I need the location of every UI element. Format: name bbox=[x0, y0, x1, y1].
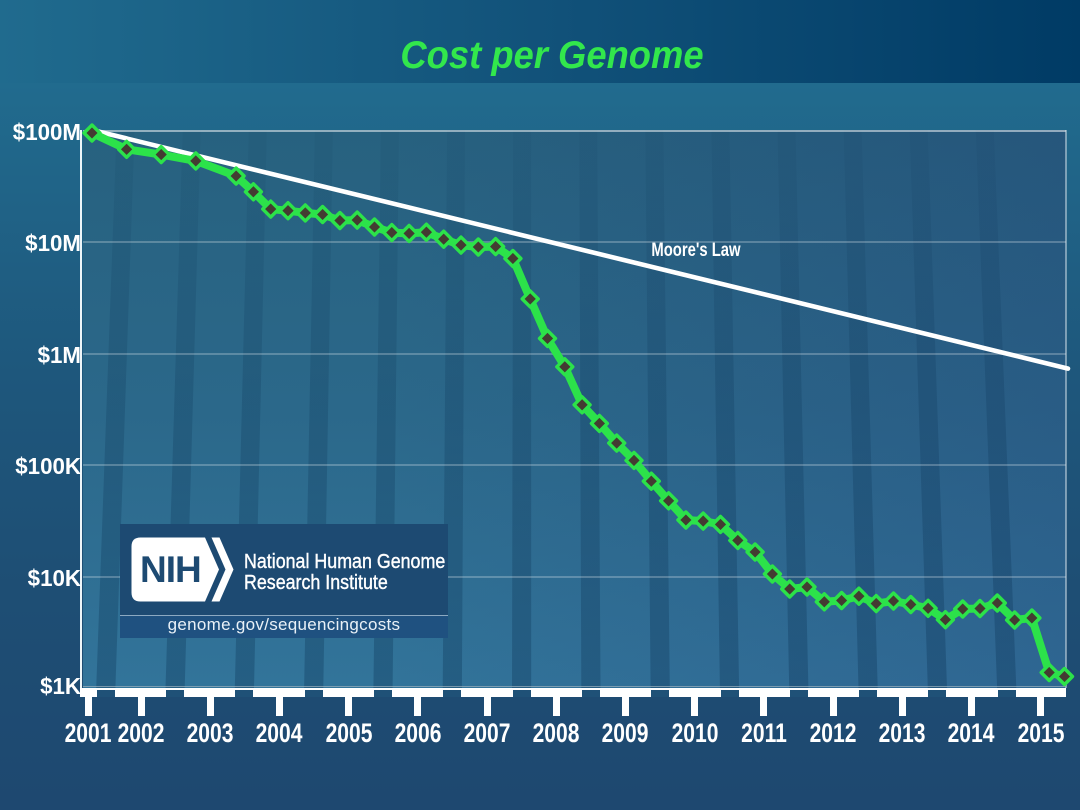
svg-text:NIH: NIH bbox=[140, 549, 201, 590]
